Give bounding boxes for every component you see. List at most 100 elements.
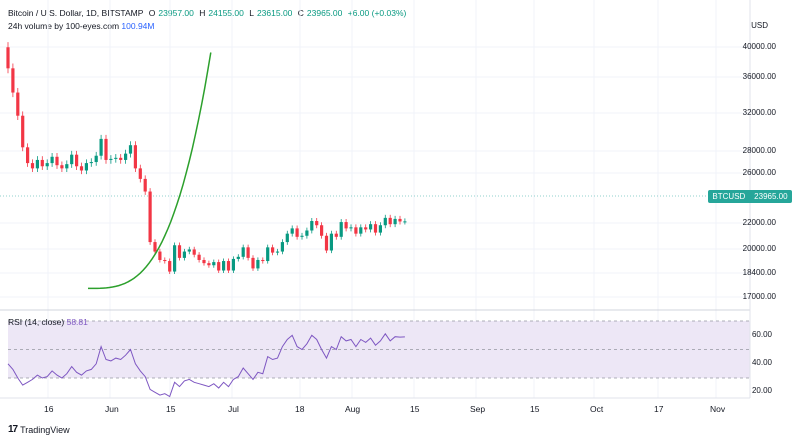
candle [16, 92, 20, 116]
time-tick[interactable]: Jun [105, 404, 119, 414]
candle [271, 247, 275, 253]
candle [305, 230, 309, 236]
candle [285, 233, 289, 243]
candle [261, 259, 265, 262]
price-tick[interactable]: 28000.00 [742, 146, 776, 155]
symbol-title: Bitcoin / U.S. Dollar, 1D, BITSTAMP [8, 8, 144, 18]
candle [300, 235, 304, 237]
candle [35, 159, 39, 169]
candle [383, 217, 387, 226]
candle [324, 235, 329, 251]
rsi-band [8, 320, 750, 379]
high-label: H [199, 8, 206, 18]
candle [290, 228, 294, 234]
price-tick[interactable]: 18400.00 [742, 268, 776, 277]
candle [104, 138, 108, 160]
rsi-legend[interactable]: RSI (14, close) 58.81 [8, 317, 88, 327]
candle [30, 163, 35, 169]
candle [26, 147, 30, 164]
candle [329, 233, 333, 251]
candle [45, 163, 49, 167]
candle [207, 263, 211, 266]
time-tick[interactable]: 15 [530, 404, 540, 414]
candle [177, 245, 182, 258]
low-label: L [249, 8, 254, 18]
rsi-tick[interactable]: 40.00 [751, 358, 772, 367]
open-value: 23957.00 [158, 8, 194, 18]
candle [334, 233, 338, 237]
rsi-line [7, 332, 405, 398]
tradingview-brand: TradingView [20, 424, 70, 435]
volume-label: 24h volume by 100-eyes.com [8, 21, 120, 31]
candle [222, 261, 226, 271]
time-tick[interactable]: Aug [345, 404, 361, 414]
candle [148, 191, 152, 243]
price-tag-symbol: BTCUSD [712, 192, 746, 201]
candle [354, 227, 358, 234]
candle [6, 47, 10, 69]
price-tick[interactable]: 20000.00 [742, 244, 776, 253]
candle [339, 222, 343, 237]
candle [197, 254, 201, 260]
price-tick[interactable]: 32000.00 [742, 108, 776, 117]
candle [398, 218, 402, 222]
candle [241, 247, 245, 257]
rsi-tick[interactable]: 60.00 [751, 330, 772, 339]
last-price-tag: BTCUSD 23965.00 [708, 190, 792, 203]
candle [226, 261, 231, 271]
time-tick[interactable]: Jul [228, 404, 239, 414]
candle [173, 245, 177, 272]
candle [192, 249, 196, 255]
close-value: 23965.00 [306, 8, 343, 18]
change-value: +6.00 (+0.03%) [347, 8, 407, 18]
candle [280, 242, 284, 252]
candle [349, 227, 353, 229]
candle [403, 221, 407, 223]
time-tick[interactable]: 17 [654, 404, 664, 414]
tradingview-logo-icon: 17 [8, 424, 18, 435]
rsi-tick[interactable]: 20.00 [751, 386, 772, 395]
candle [94, 155, 98, 163]
candle [124, 153, 128, 160]
candle [153, 242, 157, 252]
candle [217, 262, 221, 271]
candle [138, 168, 142, 179]
price-tag-value: 23965.00 [754, 192, 788, 201]
candle [344, 222, 348, 229]
candle [315, 221, 319, 226]
time-tick[interactable]: Nov [710, 404, 726, 414]
candle [55, 156, 59, 166]
candle [369, 224, 373, 230]
rsi-label: RSI (14, close) [8, 317, 65, 327]
candle [251, 257, 255, 269]
currency-label: USD [751, 21, 768, 30]
candle [21, 115, 25, 148]
time-tick[interactable]: 18 [295, 404, 305, 414]
volume-legend: 24h volume by 100-eyes.com 100.94M [8, 21, 155, 31]
candle [256, 259, 260, 269]
time-tick[interactable]: Sep [470, 404, 486, 414]
candle [84, 163, 88, 171]
candle [50, 156, 54, 164]
time-tick[interactable]: 16 [44, 404, 54, 414]
rsi-value: 58.81 [66, 317, 88, 327]
candle [388, 217, 392, 225]
time-tick[interactable]: 15 [166, 404, 176, 414]
volume-value: 100.94M [121, 21, 155, 31]
candle [236, 256, 240, 259]
candle [275, 251, 280, 253]
price-tick[interactable]: 40000.00 [742, 42, 776, 51]
candle [158, 251, 162, 260]
time-tick[interactable]: 15 [410, 404, 420, 414]
candle [143, 178, 147, 192]
price-tick[interactable]: 36000.00 [742, 72, 776, 81]
price-tick[interactable]: 26000.00 [742, 168, 776, 177]
candle [11, 68, 15, 93]
tradingview-footer[interactable]: 17 TradingView [8, 424, 70, 435]
candle [393, 218, 397, 225]
high-value: 24155.00 [208, 8, 244, 18]
price-tick[interactable]: 17000.00 [742, 292, 776, 301]
price-tick[interactable]: 22000.00 [742, 218, 776, 227]
time-tick[interactable]: Oct [590, 404, 604, 414]
